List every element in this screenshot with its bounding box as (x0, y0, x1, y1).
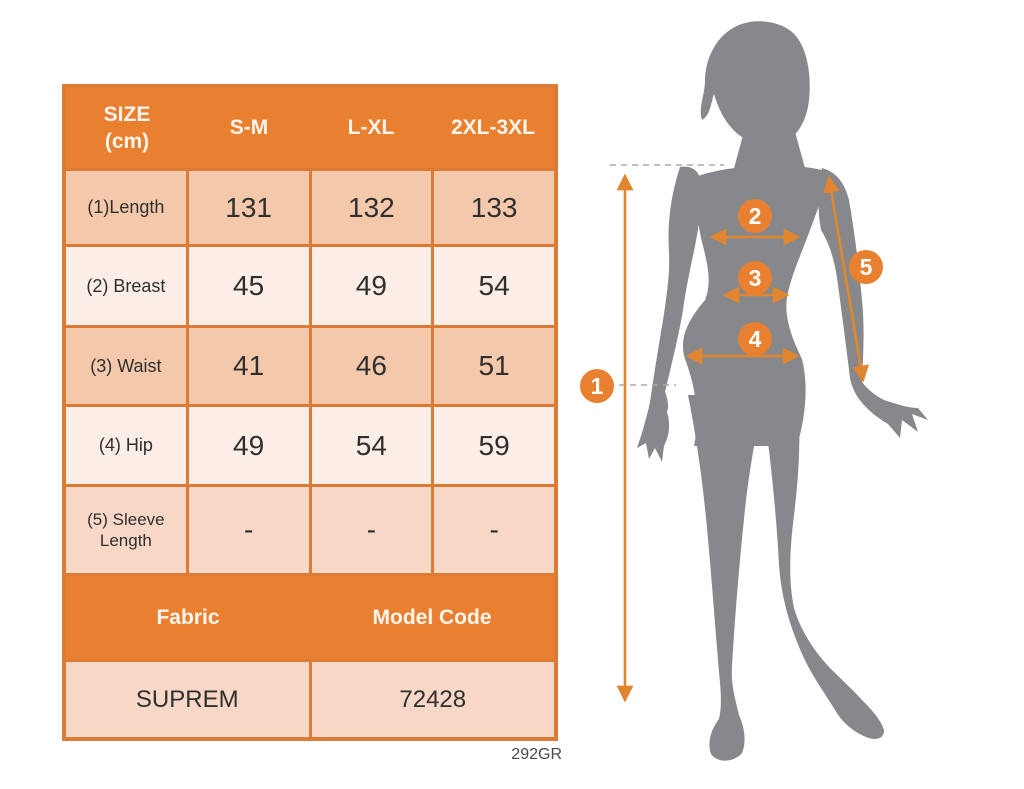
marker-5-number: 5 (860, 254, 873, 280)
cell-waist-sm: 41 (188, 328, 309, 404)
cell-waist-2xl3xl: 51 (434, 328, 554, 404)
measurement-diagram: 1 2 3 4 5 (580, 0, 1024, 789)
cell-length-sm: 131 (188, 171, 309, 244)
model-code-label: Model Code (372, 605, 492, 629)
measure-markers: 1 2 3 4 5 (580, 199, 883, 403)
marker-3-number: 3 (749, 265, 762, 291)
weight-note: 292GR (511, 746, 562, 763)
marker-1-circle (580, 369, 614, 403)
cell-waist-lxl: 46 (311, 328, 432, 404)
cell-breast-2xl3xl: 54 (434, 247, 554, 325)
cell-hip-lxl: 54 (311, 407, 432, 484)
sleeve-arrow (823, 175, 869, 383)
size-table: SIZE (cm) S-M L-XL 2XL-3XL (1)Length 131… (62, 84, 558, 741)
fabric-label: Fabric (156, 605, 220, 629)
header-col-sm: S-M (229, 116, 269, 140)
marker-1-number: 1 (591, 373, 604, 399)
row-label-breast: (2) Breast (66, 247, 186, 325)
female-silhouette (637, 21, 928, 761)
fabric-value: SUPREM (66, 662, 309, 737)
header-size-line2: (cm) (104, 130, 150, 153)
model-code-value: 72428 (311, 662, 554, 737)
row-label-hip: (4) Hip (66, 407, 186, 484)
size-table-header: SIZE (cm) S-M L-XL 2XL-3XL (66, 88, 554, 168)
marker-4-circle (738, 322, 772, 356)
female-silhouette-diagram: 1 2 3 4 5 (580, 21, 928, 761)
marker-4-number: 4 (749, 326, 762, 352)
marker-5-circle (849, 250, 883, 284)
row-label-length: (1)Length (66, 171, 186, 244)
size-table-footer-header: Fabric Model Code (66, 576, 554, 659)
cell-hip-sm: 49 (188, 407, 309, 484)
marker-3-circle (738, 261, 772, 295)
marker-2-number: 2 (749, 203, 762, 229)
cell-breast-lxl: 49 (311, 247, 432, 325)
cell-hip-2xl3xl: 59 (434, 407, 554, 484)
header-size-cell: SIZE (cm) (66, 88, 188, 168)
header-col-2xl3xl: 2XL-3XL (450, 116, 536, 140)
header-size-line1: SIZE (103, 102, 151, 126)
cell-sleeve-2xl3xl: - (434, 487, 554, 573)
row-label-sleeve-length: (5) Sleeve Length (66, 487, 186, 573)
row-label-waist: (3) Waist (66, 328, 186, 404)
cell-breast-sm: 45 (188, 247, 309, 325)
cell-sleeve-lxl: - (311, 487, 432, 573)
marker-2-circle (738, 199, 772, 233)
header-col-lxl: L-XL (347, 116, 395, 140)
cell-length-lxl: 132 (311, 171, 432, 244)
measure-arrows (616, 173, 869, 703)
cell-sleeve-sm: - (188, 487, 309, 573)
cell-length-2xl3xl: 133 (434, 171, 554, 244)
